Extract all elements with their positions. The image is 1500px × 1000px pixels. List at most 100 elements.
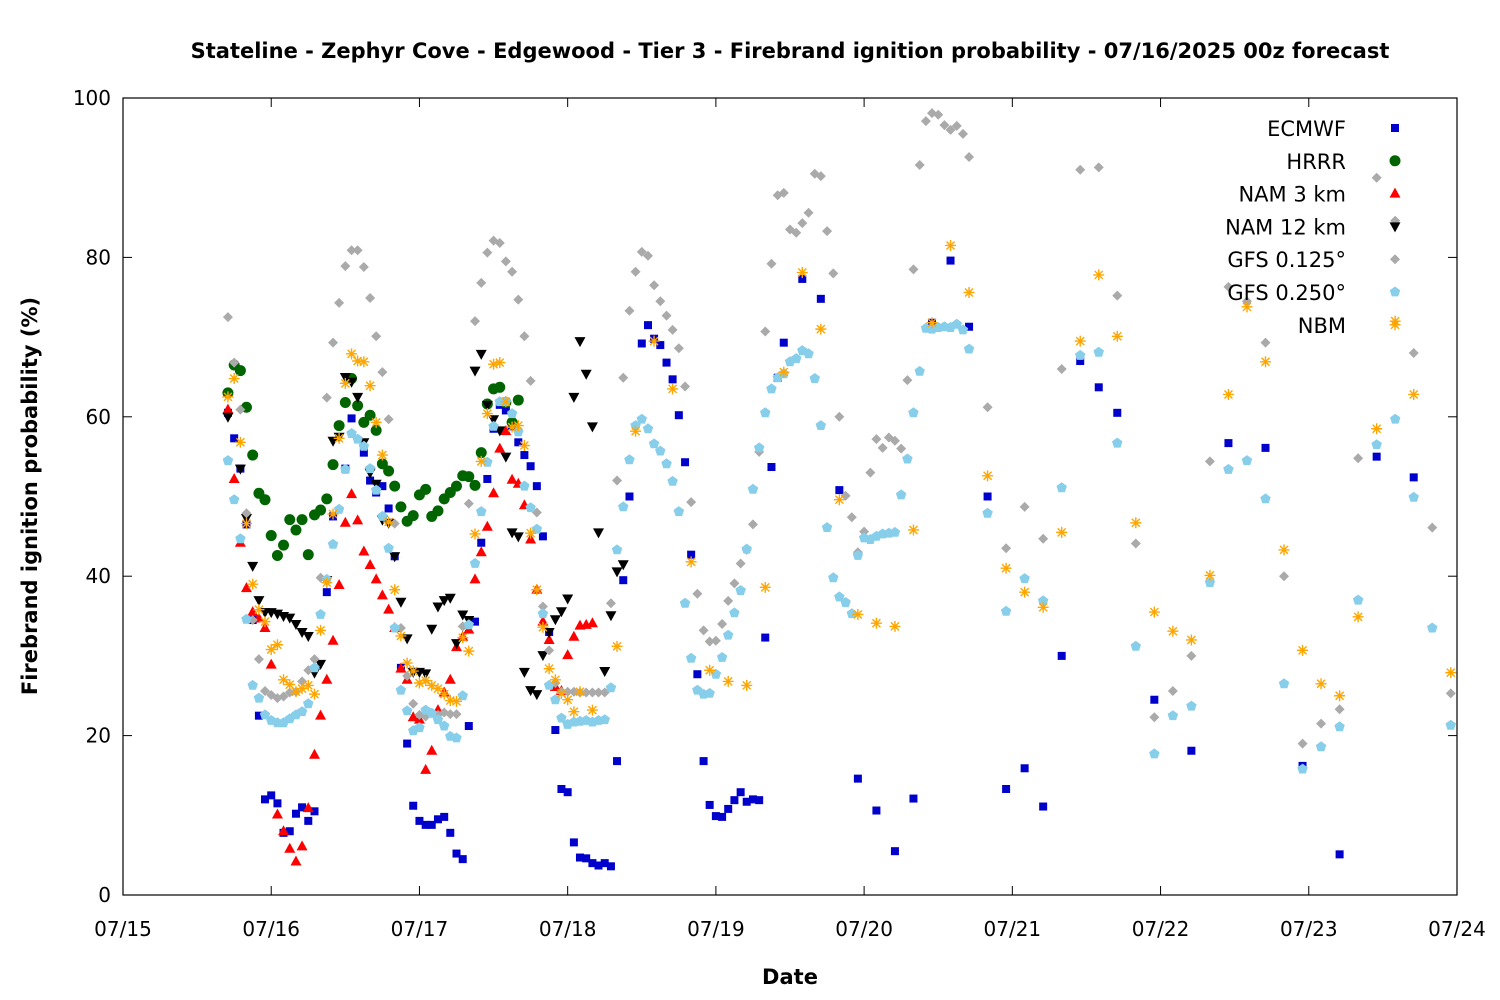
gfs-0-250-point [982, 507, 993, 518]
gfs-0-250-point [340, 463, 351, 474]
nam-3-km-point [346, 488, 358, 499]
ecmwf-point [965, 322, 974, 331]
ecmwf-point [705, 800, 714, 809]
nam-12-km-point [389, 552, 401, 563]
ecmwf-point [471, 617, 480, 626]
gfs-0-125-point [1223, 281, 1234, 292]
ecmwf-point [569, 838, 578, 847]
nbm-point [586, 704, 598, 716]
gfs-0-125-point [914, 159, 925, 170]
ecmwf-point [433, 815, 442, 824]
nbm-point [667, 383, 679, 395]
y-tick-label: 100 [73, 86, 111, 110]
nam-3-km-point [481, 520, 493, 531]
gfs-0-125-point [593, 687, 604, 698]
gfs-0-250-point [247, 679, 258, 690]
gfs-0-250-point [241, 613, 252, 624]
gfs-0-250-point [531, 523, 543, 534]
nam-12-km-point [438, 596, 450, 607]
gfs-0-125-point [723, 595, 734, 606]
y-tick-label: 0 [98, 883, 111, 907]
gfs-0-125-point [661, 310, 672, 321]
ecmwf-point [1335, 850, 1344, 859]
gfs-0-250-point [1371, 439, 1382, 450]
gfs-0-250-point [655, 445, 666, 456]
hrrr-point [370, 424, 382, 436]
nbm-point [247, 578, 259, 590]
gfs-0-250-point [679, 597, 691, 608]
gfs-0-125-point [445, 709, 456, 720]
gfs-0-250-point [809, 373, 820, 383]
gfs-0-125-point [791, 227, 802, 238]
ecmwf-point [322, 588, 331, 597]
gfs-0-250-point [624, 454, 635, 465]
nbm-point [420, 675, 432, 687]
gfs-0-250-point [1130, 640, 1141, 651]
gfs-0-125-point [470, 316, 481, 327]
nbm-point [432, 683, 444, 695]
gfs-0-125-point [1019, 501, 1030, 512]
gfs-0-125-point [494, 238, 505, 249]
nam-12-km-point [352, 392, 364, 403]
gfs-0-125-point [760, 326, 771, 337]
gfs-0-125-point [297, 676, 308, 687]
gfs-0-125-point [686, 497, 697, 508]
gfs-0-250-point [685, 652, 697, 663]
ecmwf-point [742, 797, 751, 806]
gfs-0-125-point [735, 558, 746, 569]
gfs-0-125-point [624, 305, 635, 316]
nam-12-km-point [315, 659, 327, 670]
nam-12-km-point [555, 607, 567, 618]
nbm-point [426, 679, 438, 691]
gfs-0-125-point [513, 294, 524, 305]
gfs-0-250-point [476, 506, 487, 517]
gfs-0-125-point [871, 434, 882, 445]
legend-label-hrrr: HRRR [1286, 150, 1346, 174]
gfs-0-125-point [500, 256, 511, 267]
ecmwf-point [501, 406, 510, 415]
gfs-0-125-point [889, 435, 900, 446]
ecmwf-point [724, 804, 733, 813]
hrrr-point [389, 480, 401, 492]
ecmwf-point [415, 816, 424, 825]
nbm-point [963, 286, 975, 298]
gfs-0-250-point [747, 483, 759, 494]
gfs-0-125-point [655, 296, 666, 307]
gfs-0-250-point [519, 480, 530, 491]
y-tick-label: 80 [86, 245, 111, 269]
gfs-0-250-point [414, 722, 425, 733]
gfs-0-250-point [525, 502, 536, 513]
ecmwf-point [1409, 473, 1418, 482]
nam-3-km-point [426, 744, 438, 755]
gfs-0-125-point [568, 686, 579, 697]
nam-3-km-point [309, 748, 321, 759]
gfs-0-125-point [1112, 290, 1123, 301]
ecmwf-point [668, 375, 677, 384]
gfs-0-125-point [717, 619, 728, 630]
gfs-0-125-point [1038, 533, 1049, 544]
nam-12-km-point [611, 567, 623, 578]
nbm-point [741, 679, 753, 691]
ecmwf-point [291, 809, 300, 818]
gfs-0-250-point [908, 407, 919, 418]
nbm-point [376, 449, 388, 461]
gfs-0-125-point [649, 280, 660, 291]
gfs-0-125-point [241, 508, 252, 519]
ecmwf-point [347, 414, 356, 423]
nam-12-km-point [420, 669, 432, 680]
ecmwf-point [563, 788, 572, 797]
ecmwf-point [872, 806, 881, 815]
nbm-point [1185, 634, 1197, 646]
hrrr-point [364, 409, 376, 421]
ecmwf-point [446, 828, 455, 837]
x-axis: 07/15 07/16 07/17 07/18 07/19 07/20 07/21 07/22… [94, 98, 1486, 941]
ecmwf-point [575, 853, 584, 862]
y-tick-label: 20 [86, 724, 111, 748]
gfs-0-125-point [259, 685, 270, 696]
nam-3-km-point [271, 808, 283, 819]
nbm-point [1445, 667, 1457, 679]
plot-area [222, 108, 1457, 871]
hrrr-point [494, 381, 506, 393]
ecmwf-point [1020, 764, 1029, 773]
gfs-0-250-point [1019, 573, 1030, 583]
